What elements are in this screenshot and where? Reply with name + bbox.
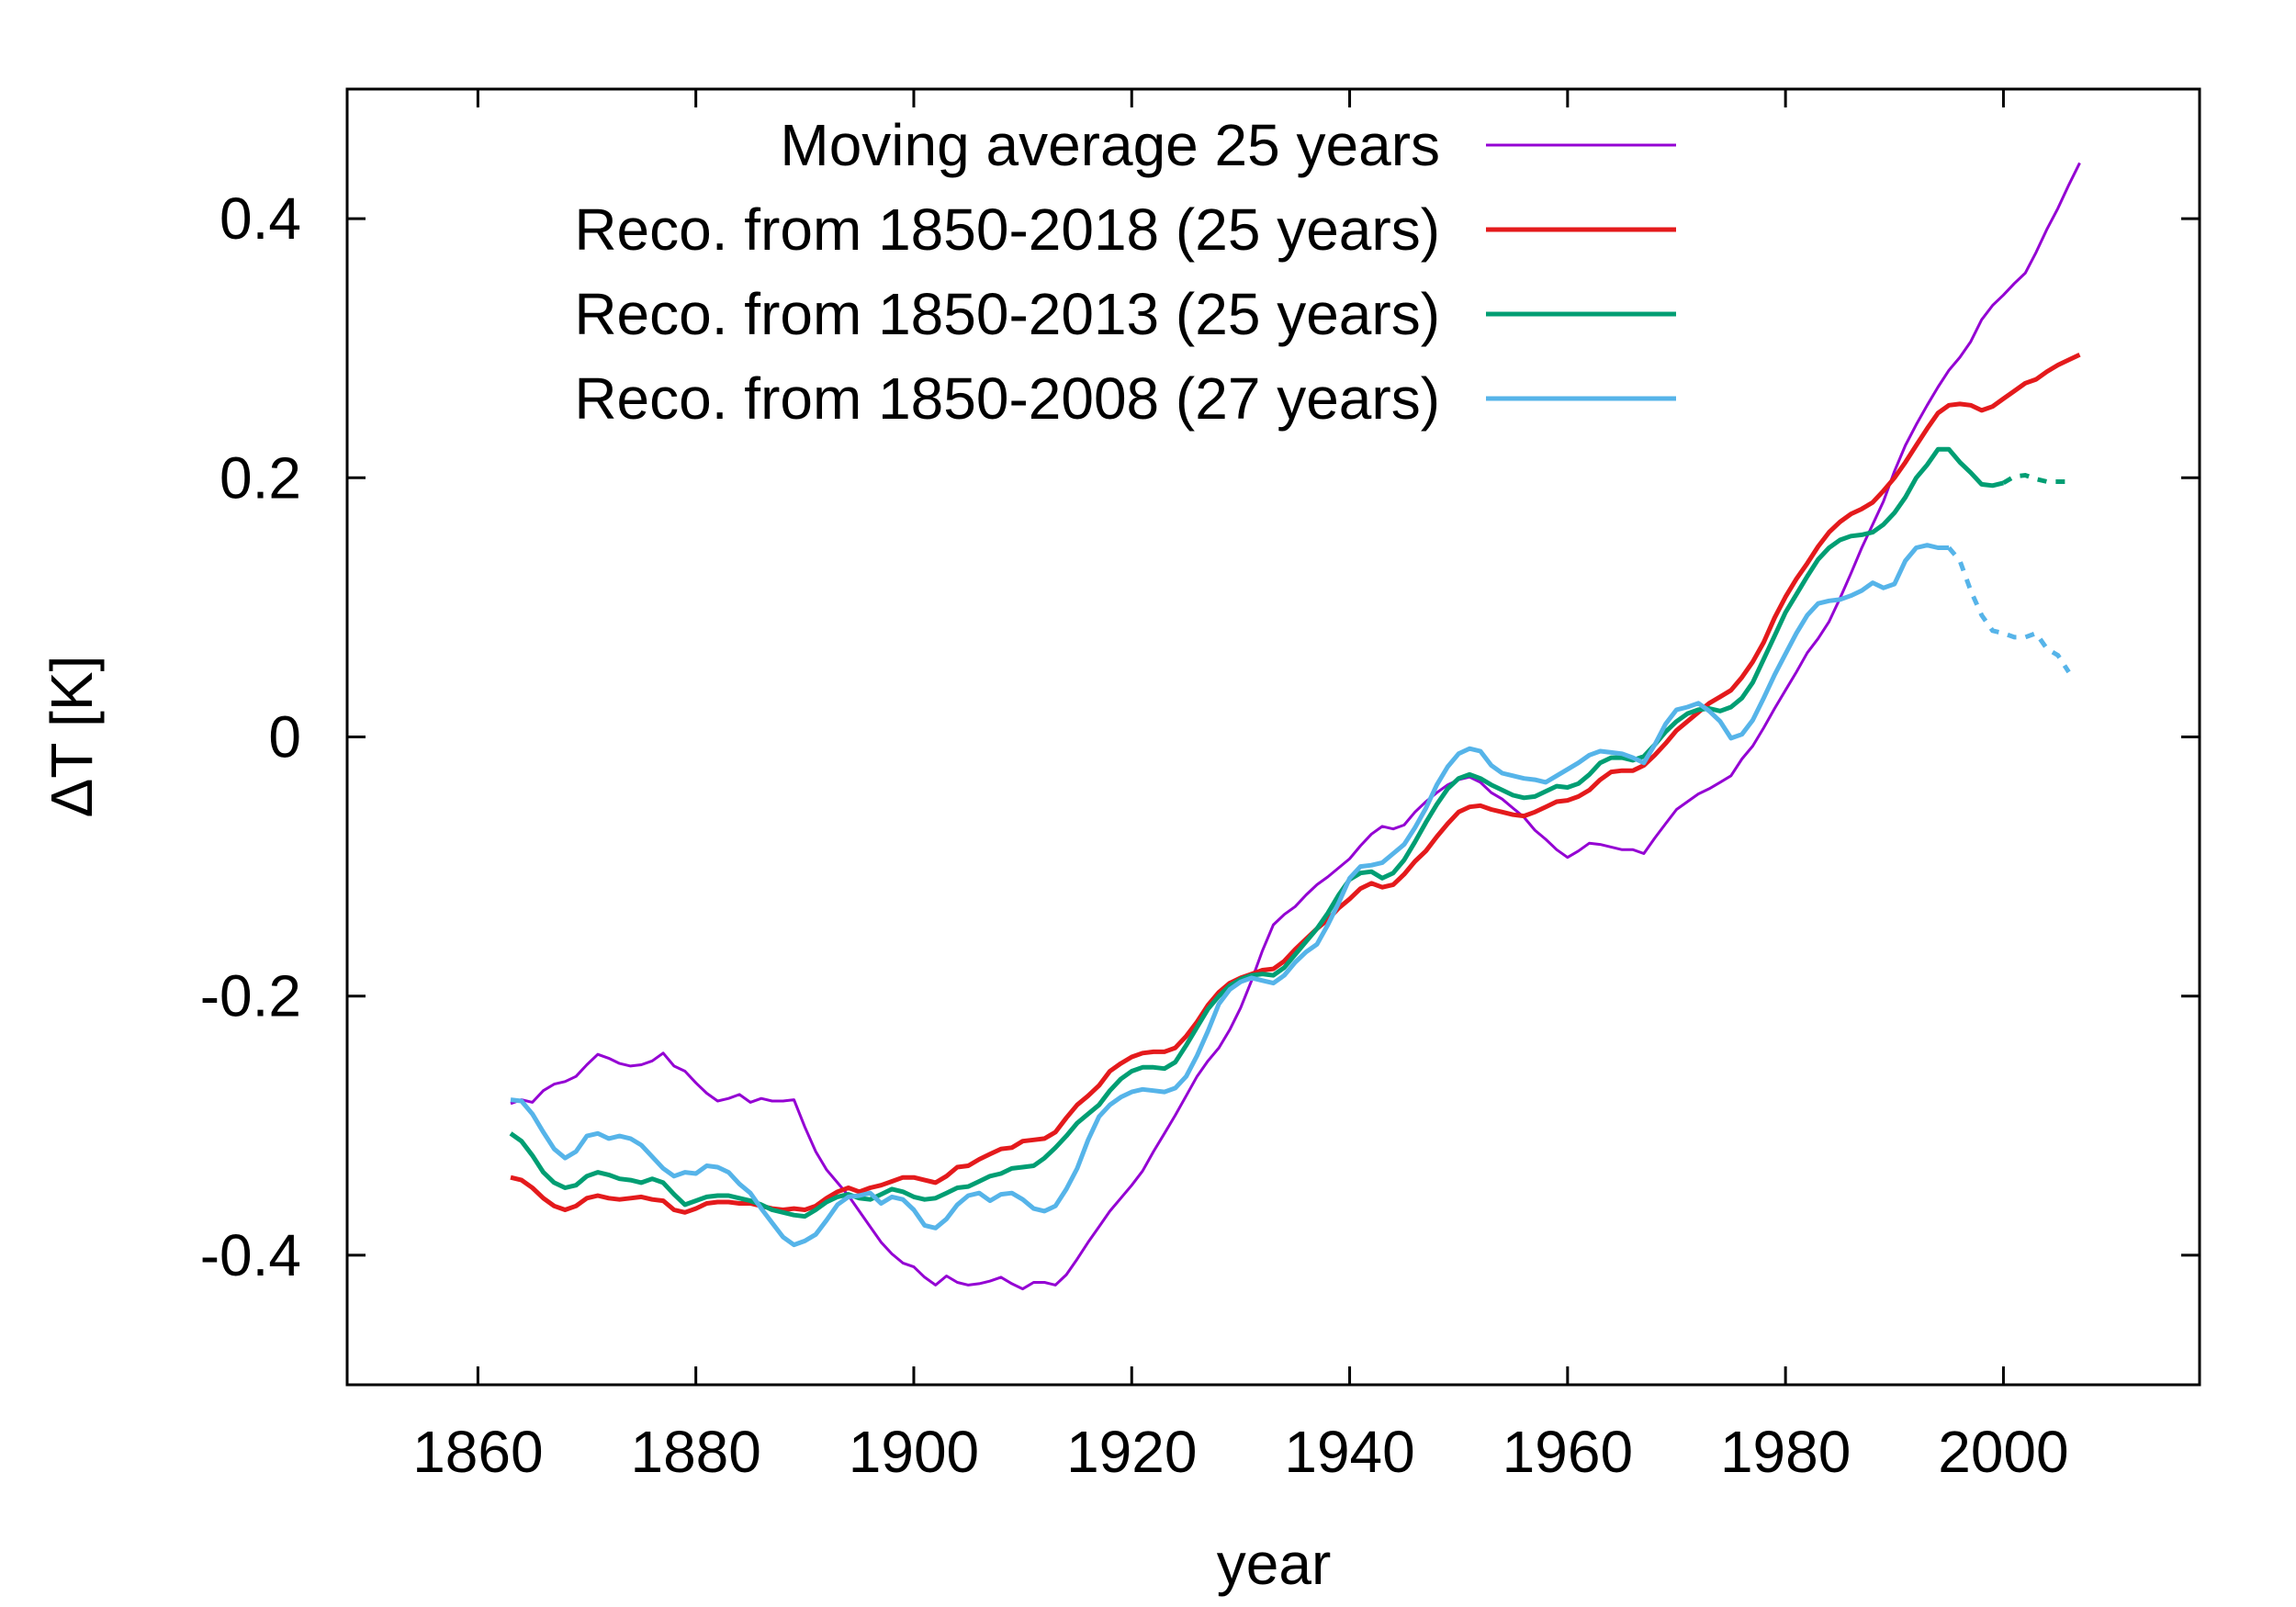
axis-layer: 1860 1880 1900 1920 1940 1960 1980 2000 -0.4 -0.2… (200, 89, 2200, 1485)
x-tick-label: 1900 (849, 1419, 979, 1485)
legend-label: Reco. from 1850-2008 (27 years) (574, 365, 1440, 432)
series-line-3-dashed (2002, 472, 2069, 486)
x-tick-label: 1860 (412, 1419, 543, 1485)
x-tick-label: 1980 (1720, 1419, 1851, 1485)
x-tick-label: 2000 (1938, 1419, 2068, 1485)
x-tick-label: 1960 (1503, 1419, 1633, 1485)
legend-label: Moving average 25 years (780, 112, 1440, 178)
series-line-1 (510, 162, 2081, 1291)
y-tick-label: -0.2 (200, 963, 301, 1029)
x-tick-label: 1920 (1066, 1419, 1197, 1485)
legend-label: Reco. from 1850-2013 (25 years) (574, 281, 1440, 347)
legend-label: Reco. from 1850-2018 (25 years) (574, 197, 1440, 263)
x-tick-label: 1940 (1284, 1419, 1414, 1485)
y-tick-label: 0 (268, 704, 301, 770)
series-line-4 (510, 543, 1950, 1248)
y-tick-label: -0.4 (200, 1222, 301, 1288)
legend: Moving average 25 years Reco. from 1850-2… (574, 112, 1676, 432)
y-tick-label: 0.2 (219, 444, 301, 511)
series-line-4-dashed (1947, 545, 2071, 674)
x-tick-label: 1880 (630, 1419, 760, 1485)
plot-frame (345, 87, 2201, 1387)
x-axis-title: year (1217, 1531, 1332, 1597)
y-axis-title: ΔT [K] (39, 656, 105, 818)
series-layer (509, 162, 2081, 1291)
y-tick-label: 0.4 (219, 185, 301, 252)
